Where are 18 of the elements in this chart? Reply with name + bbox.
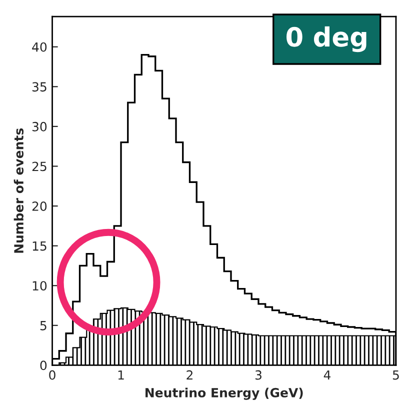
y-tick-label: 5 xyxy=(40,321,46,330)
x-tick-label: 3 xyxy=(255,370,262,380)
y-tick-label: 30 xyxy=(32,122,47,132)
y-tick-label: 20 xyxy=(32,201,47,211)
y-tick-label: 25 xyxy=(32,162,46,172)
x-axis-title: Neutrino Energy (GeV) xyxy=(146,388,303,400)
x-tick-label: 5 xyxy=(392,370,399,380)
x-tick-label: 2 xyxy=(186,370,192,380)
y-axis-title: Number of events xyxy=(14,128,24,253)
y-tick-label: 35 xyxy=(32,82,46,92)
y-tick-label: 40 xyxy=(32,42,47,52)
x-tick-label: 0 xyxy=(49,370,56,380)
x-tick-label: 1 xyxy=(118,370,124,380)
x-tick-label: 4 xyxy=(324,370,331,380)
y-tick-label: 10 xyxy=(32,281,47,291)
y-tick-label: 15 xyxy=(32,241,46,251)
chart-title: 0 deg xyxy=(286,26,366,52)
y-tick-label: 0 xyxy=(40,360,47,370)
